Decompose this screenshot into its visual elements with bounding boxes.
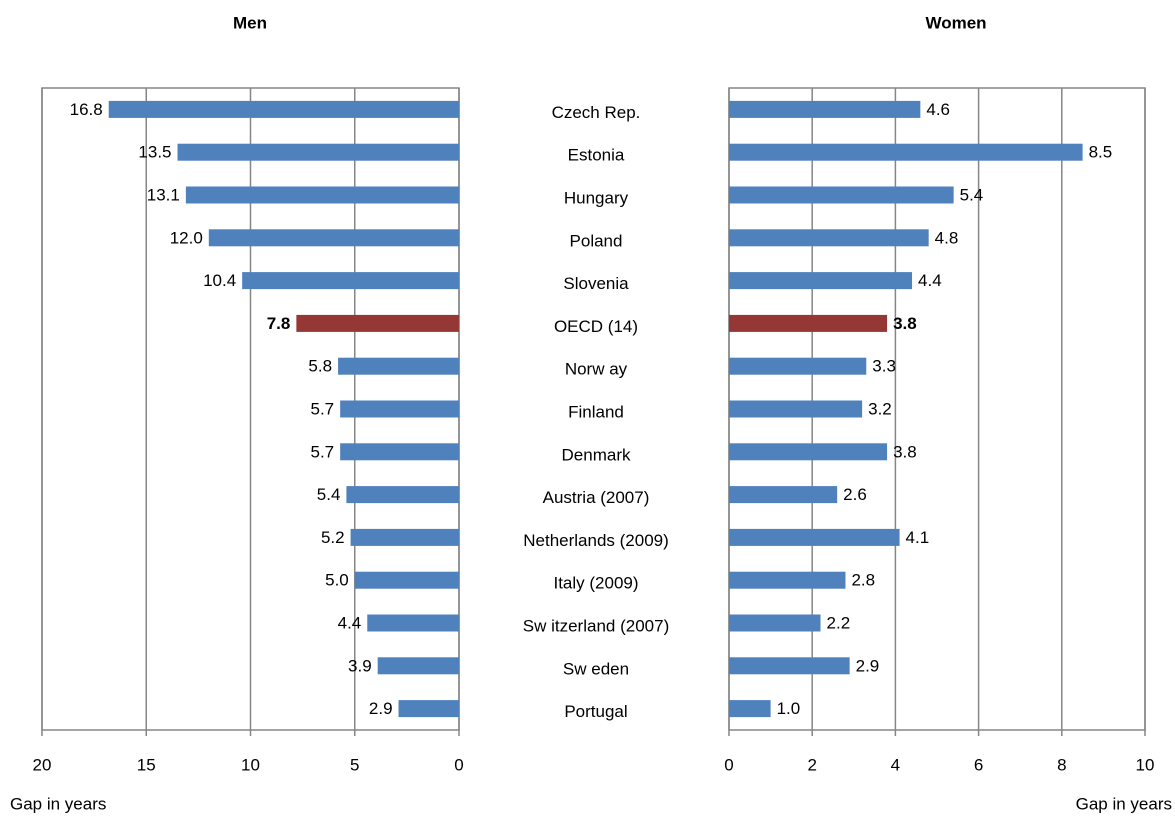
value-label: 4.1: [906, 528, 930, 547]
bar: [242, 272, 459, 290]
x-tick-label: 6: [974, 755, 983, 774]
category-label: Estonia: [568, 146, 625, 165]
bar: [729, 657, 850, 675]
category-label: Portugal: [564, 702, 627, 721]
bar: [208, 229, 459, 247]
value-label: 5.7: [311, 442, 335, 461]
category-label: Denmark: [562, 445, 631, 464]
x-tick-label: 2: [807, 755, 816, 774]
value-label: 5.8: [308, 357, 332, 376]
bar: [729, 357, 867, 375]
value-label: 3.9: [348, 656, 372, 675]
bar: [340, 443, 459, 461]
value-label: 5.4: [317, 485, 341, 504]
value-label: 10.4: [203, 271, 236, 290]
x-axis-label: Gap in years: [10, 794, 106, 813]
value-label: 5.4: [960, 185, 984, 204]
category-label: Hungary: [564, 188, 629, 207]
value-label: 5.0: [325, 571, 349, 590]
category-label: Austria (2007): [543, 488, 650, 507]
bar: [350, 528, 459, 546]
x-axis-label: Gap in years: [1076, 794, 1172, 813]
value-label: 13.5: [138, 143, 171, 162]
value-label: 13.1: [147, 185, 180, 204]
category-label: Sw eden: [563, 659, 629, 678]
chart-title: Women: [925, 13, 986, 32]
value-label: 3.8: [893, 442, 917, 461]
bar: [729, 614, 821, 632]
value-label: 5.7: [311, 399, 335, 418]
value-label: 7.8: [267, 314, 291, 333]
value-label: 4.4: [918, 271, 942, 290]
x-tick-label: 0: [724, 755, 733, 774]
bar: [729, 143, 1083, 161]
value-label: 2.9: [856, 656, 880, 675]
value-label: 2.6: [843, 485, 867, 504]
bar: [729, 700, 771, 718]
x-tick-label: 15: [137, 755, 156, 774]
bar: [729, 571, 846, 589]
bar: [338, 357, 459, 375]
category-label: Sw itzerland (2007): [523, 616, 669, 635]
bar: [340, 400, 459, 418]
category-label: Norw ay: [565, 360, 628, 379]
bar: [185, 186, 460, 204]
category-label: Finland: [568, 402, 624, 421]
x-tick-label: 10: [1136, 755, 1155, 774]
value-label: 3.8: [893, 314, 917, 333]
value-label: 8.5: [1089, 143, 1113, 162]
x-tick-label: 0: [454, 755, 463, 774]
value-label: 2.8: [851, 571, 875, 590]
bar: [398, 700, 459, 718]
value-label: 2.9: [369, 699, 393, 718]
x-tick-label: 10: [241, 755, 260, 774]
x-tick-label: 8: [1057, 755, 1066, 774]
bar: [177, 143, 459, 161]
x-tick-label: 5: [350, 755, 359, 774]
value-label: 12.0: [170, 228, 203, 247]
bar: [729, 400, 863, 418]
value-label: 3.2: [868, 399, 892, 418]
bar: [354, 571, 459, 589]
bar: [367, 614, 459, 632]
bar: [729, 100, 921, 118]
bar: [729, 272, 913, 290]
bar: [296, 314, 459, 332]
value-label: 16.8: [70, 100, 103, 119]
value-label: 4.6: [926, 100, 950, 119]
value-label: 2.2: [827, 613, 851, 632]
value-label: 1.0: [777, 699, 801, 718]
category-label: Italy (2009): [553, 574, 638, 593]
bar: [108, 100, 459, 118]
category-label: Slovenia: [563, 274, 629, 293]
bar: [729, 229, 929, 247]
bar: [729, 314, 888, 332]
value-label: 5.2: [321, 528, 345, 547]
value-label: 4.8: [935, 228, 959, 247]
bar: [377, 657, 459, 675]
x-tick-label: 20: [33, 755, 52, 774]
value-label: 3.3: [872, 357, 896, 376]
bar: [729, 443, 888, 461]
bar: [729, 528, 900, 546]
category-label: Czech Rep.: [552, 103, 641, 122]
value-label: 4.4: [338, 613, 362, 632]
bar: [729, 186, 954, 204]
chart-title: Men: [233, 13, 267, 32]
bar: [346, 486, 459, 504]
bar: [729, 486, 838, 504]
x-tick-label: 4: [891, 755, 900, 774]
category-label: OECD (14): [554, 317, 638, 336]
category-label: Netherlands (2009): [523, 531, 669, 550]
category-label: Poland: [570, 231, 623, 250]
